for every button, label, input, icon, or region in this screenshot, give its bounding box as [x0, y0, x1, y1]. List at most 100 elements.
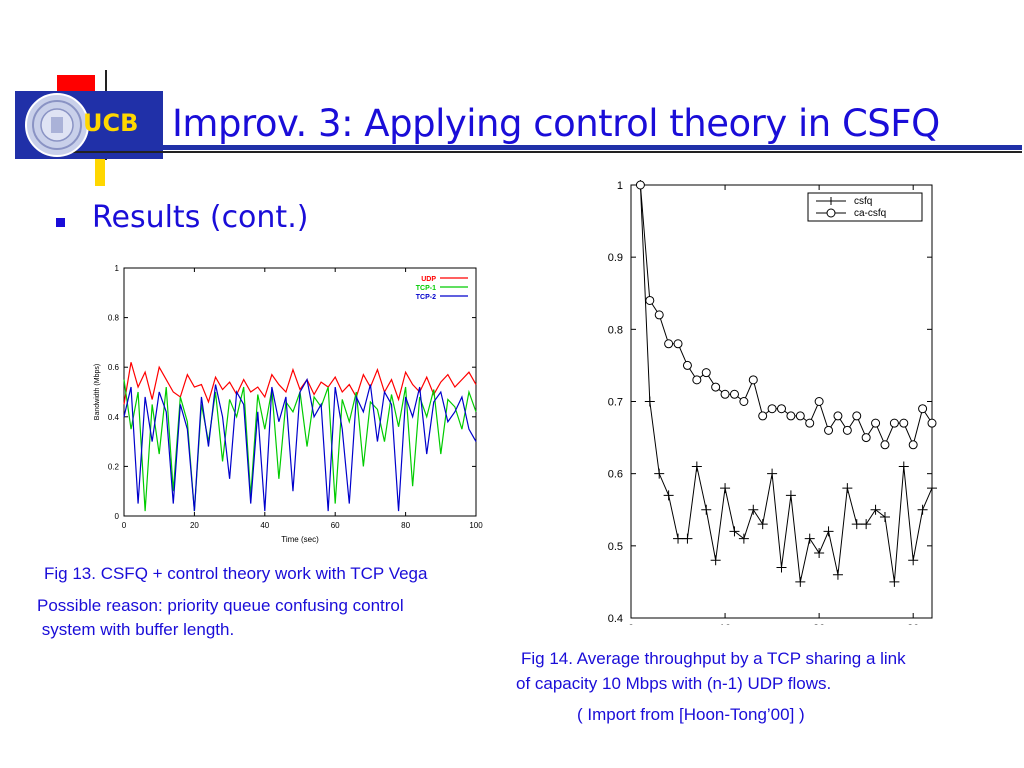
y-tick-label: 0.7: [608, 397, 623, 409]
csfq-point: [776, 562, 787, 573]
csfq-point: [823, 526, 834, 537]
ca-csfq-point: [673, 339, 683, 349]
x-tick-label: 20: [813, 623, 825, 625]
legend-label: ca-csfq: [854, 208, 886, 219]
legend-label: UDP: [421, 276, 436, 283]
plot-frame: [123, 267, 477, 517]
y-tick-label: 0.9: [608, 252, 623, 264]
x-tick-label: 100: [469, 521, 483, 530]
ca-csfq-point: [889, 418, 899, 428]
y-tick-label: 0.6: [608, 469, 623, 481]
y-tick-label: 0.8: [108, 314, 120, 323]
y-tick-label: 0.5: [608, 541, 623, 553]
csfq-point: [804, 533, 815, 544]
right-caption-line-1: Fig 14. Average throughput by a TCP shar…: [521, 649, 906, 668]
logo-text: UCB: [83, 109, 139, 137]
logo: UCB: [15, 91, 163, 159]
x-axis-label: Time (sec): [281, 535, 319, 544]
x-tick-label: 20: [190, 521, 199, 530]
csfq-point: [851, 519, 862, 530]
csfq-point: [682, 533, 693, 544]
ca-csfq-point: [767, 404, 777, 414]
csfq-point: [654, 468, 665, 479]
bullet-square-icon: [56, 218, 65, 227]
ca-csfq-point: [645, 295, 655, 305]
csfq-point: [748, 504, 759, 515]
csfq-point: [832, 569, 843, 580]
ca-csfq-point: [635, 180, 645, 190]
series-line-tcp-2: [123, 377, 477, 512]
x-tick-label: 10: [719, 623, 731, 625]
bullet-text: Results (cont.): [92, 200, 309, 235]
ca-csfq-point: [777, 404, 786, 414]
legend-box: [807, 192, 923, 222]
page-title: Improv. 3: Applying control theory in CS…: [172, 102, 940, 145]
x-tick-label: 40: [260, 521, 269, 530]
y-tick-label: 0: [115, 512, 120, 521]
ca-csfq-point: [729, 389, 739, 399]
ca-csfq-point: [871, 418, 881, 428]
ca-csfq-point: [758, 411, 768, 421]
csfq-point: [814, 548, 825, 559]
legend-label: TCP-2: [416, 294, 436, 301]
series-line-udp: [123, 362, 477, 405]
csfq-point: [710, 555, 721, 566]
csfq-point: [917, 504, 928, 515]
ca-csfq-point: [814, 397, 824, 406]
ca-csfq-point: [739, 397, 749, 406]
y-tick-label: 0.8: [608, 324, 623, 336]
ca-csfq-point: [786, 411, 796, 421]
csfq-point: [729, 526, 740, 537]
left-caption-line-1: Fig 13. CSFQ + control theory work with …: [44, 564, 428, 583]
csfq-point: [889, 576, 900, 587]
ca-csfq-point: [824, 425, 834, 435]
ca-csfq-point: [899, 418, 909, 428]
x-tick-label: 0: [628, 623, 634, 625]
x-tick-label: 0: [122, 521, 127, 530]
csfq-point: [663, 490, 674, 501]
bandwidth-chart: 0 20 40 60 80 100 0 0.2 0.4 0.6 0.8 1 Time (sec) Band…: [94, 264, 483, 544]
ca-csfq-point: [795, 411, 805, 421]
csfq-point: [767, 468, 778, 479]
csfq-point: [720, 483, 731, 494]
ca-csfq-point: [880, 440, 890, 450]
y-tick-label: 0.4: [608, 613, 623, 625]
ca-csfq-point: [692, 375, 702, 385]
x-tick-label: 80: [401, 521, 410, 530]
csfq-point: [738, 533, 749, 544]
ca-csfq-point: [927, 418, 937, 428]
ca-csfq-point: [833, 411, 843, 421]
ca-csfq-point: [842, 425, 852, 435]
csfq-point: [927, 483, 937, 494]
ca-csfq-point: [664, 339, 674, 349]
ca-csfq-point: [720, 389, 730, 399]
series-line-ca-csfq: [639, 184, 933, 447]
right-caption-line-3: ( Import from [Hoon-Tong’00] ): [577, 705, 805, 724]
csfq-point: [861, 519, 872, 530]
x-tick-label: 30: [907, 623, 919, 625]
ca-csfq-point: [682, 360, 692, 370]
csfq-point: [673, 533, 684, 544]
ca-csfq-point: [908, 440, 918, 450]
ca-csfq-point: [918, 404, 928, 414]
x-tick-label: 60: [331, 521, 340, 530]
csfq-point: [879, 511, 890, 522]
ca-csfq-point: [748, 375, 758, 385]
csfq-point: [691, 461, 702, 472]
left-caption-line-2: Possible reason: priority queue confusin…: [37, 596, 404, 615]
plot-frame: [630, 184, 933, 619]
series-line-csfq: [639, 184, 933, 583]
legend-label: csfq: [854, 196, 872, 207]
csfq-point: [644, 396, 655, 407]
y-tick-label: 0.6: [108, 363, 120, 372]
legend-label: TCP-1: [416, 285, 436, 292]
legend-circle-icon: [826, 208, 836, 218]
csfq-point: [701, 504, 712, 515]
ca-csfq-point: [654, 310, 664, 320]
uc-seal-icon: [25, 93, 89, 157]
header-blue-rule: [160, 145, 1022, 150]
left-caption-line-3: system with buffer length.: [37, 620, 235, 639]
ca-csfq-point: [861, 433, 871, 443]
right-caption-line-2: of capacity 10 Mbps with (n-1) UDP flows…: [516, 674, 832, 693]
